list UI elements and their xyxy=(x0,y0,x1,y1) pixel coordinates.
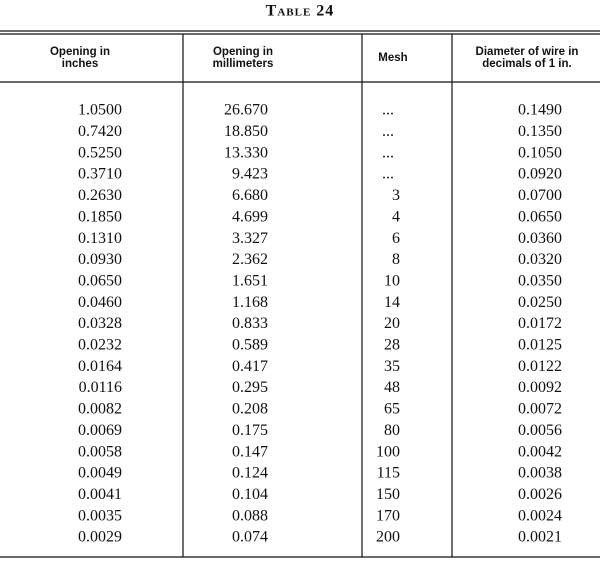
table-cell: 0.0049 xyxy=(78,465,122,482)
table-cell: 0.0125 xyxy=(518,337,562,354)
table-cell: 18.850 xyxy=(224,123,268,140)
table-cell: 0.0164 xyxy=(78,358,122,375)
table-cell: 0.0038 xyxy=(518,465,562,482)
table-cell: 8 xyxy=(392,251,400,268)
table-cell: 0.0026 xyxy=(518,486,562,503)
table-cell: 0.0021 xyxy=(518,529,562,546)
table-cell: 0.0320 xyxy=(518,251,562,268)
table-cell: 0.0024 xyxy=(518,507,562,524)
table-cell: 0.0056 xyxy=(518,422,562,439)
table-cell: 80 xyxy=(384,422,400,439)
table-cell: ... xyxy=(382,123,394,140)
table-cell: 0.2630 xyxy=(78,187,122,204)
table-cell: 0.0029 xyxy=(78,529,122,546)
column-header: Opening in xyxy=(50,46,110,58)
table-cell: 35 xyxy=(384,358,400,375)
table-cell: 65 xyxy=(384,401,400,418)
table-cell: 0.124 xyxy=(232,465,268,482)
table-cell: 0.088 xyxy=(232,507,268,524)
table-cell: 0.0650 xyxy=(518,208,562,225)
table-cell: 0.0172 xyxy=(518,315,562,332)
table-cell: 0.074 xyxy=(232,529,268,546)
table-cell: 0.0035 xyxy=(78,507,122,524)
table-cell: 0.0650 xyxy=(78,272,122,289)
table-cell: 0.0930 xyxy=(78,251,122,268)
table-cell: 20 xyxy=(384,315,400,332)
table-cell: 14 xyxy=(384,294,400,311)
table-cell: 0.0328 xyxy=(78,315,122,332)
table-cell: 115 xyxy=(377,465,400,482)
table-cell: ... xyxy=(382,144,394,161)
table-cell: 1.168 xyxy=(232,294,268,311)
table-cell: 4 xyxy=(392,208,400,225)
table-cell: 0.1350 xyxy=(518,123,562,140)
table-cell: 0.0360 xyxy=(518,230,562,247)
table-cell: 150 xyxy=(376,486,400,503)
table-cell: 13.330 xyxy=(224,144,268,161)
table-cell: 3.327 xyxy=(232,230,268,247)
column-header: millimeters xyxy=(213,58,274,70)
table-cell: 0.1050 xyxy=(518,144,562,161)
table-cell: 0.1850 xyxy=(78,208,122,225)
table-cell: 0.0232 xyxy=(78,337,122,354)
table-cell: 1.0500 xyxy=(78,102,122,119)
table-cell: 4.699 xyxy=(232,208,268,225)
table-cell: 0.5250 xyxy=(78,144,122,161)
table-cell: 0.0700 xyxy=(518,187,562,204)
table-cell: 0.0250 xyxy=(518,294,562,311)
table-cell: 6 xyxy=(392,230,400,247)
table-cell: 100 xyxy=(376,443,400,460)
table-cell: 6.680 xyxy=(232,187,268,204)
table-cell: 0.833 xyxy=(232,315,268,332)
table-cell: 0.3710 xyxy=(78,166,122,183)
table-cell: 0.0041 xyxy=(78,486,122,503)
table-cell: 0.589 xyxy=(232,337,268,354)
table-title: Table 24 xyxy=(266,3,335,20)
table-cell: 0.175 xyxy=(232,422,268,439)
table-cell: 10 xyxy=(384,272,400,289)
table-cell: 0.0072 xyxy=(518,401,562,418)
table-cell: 0.0460 xyxy=(78,294,122,311)
column-header: Mesh xyxy=(378,52,407,64)
column-header: Diameter of wire in xyxy=(476,46,579,58)
table-cell: 0.0092 xyxy=(518,379,562,396)
table-cell: 0.295 xyxy=(232,379,268,396)
table-cell: 0.0350 xyxy=(518,272,562,289)
table-cell: 48 xyxy=(384,379,400,396)
table-cell: 0.0116 xyxy=(79,379,122,396)
table-cell: 9.423 xyxy=(232,166,268,183)
table-cell: 0.0082 xyxy=(78,401,122,418)
table-cell: 0.1490 xyxy=(518,102,562,119)
table-cell: 0.0920 xyxy=(518,166,562,183)
table-cell: 0.147 xyxy=(232,443,268,460)
table-cell: 0.417 xyxy=(232,358,268,375)
table-cell: 26.670 xyxy=(224,102,268,119)
column-header: Opening in xyxy=(213,46,273,58)
column-header: inches xyxy=(62,58,98,70)
table-cell: 0.0069 xyxy=(78,422,122,439)
table-cell: 3 xyxy=(392,187,400,204)
table-cell: 200 xyxy=(376,529,400,546)
table-cell: 0.0058 xyxy=(78,443,122,460)
column-header: decimals of 1 in. xyxy=(482,58,571,70)
table-cell: 1.651 xyxy=(232,272,268,289)
table-cell: 0.104 xyxy=(232,486,268,503)
table-cell: ... xyxy=(382,102,394,119)
table-cell: 0.0122 xyxy=(518,358,562,375)
table-cell: 0.0042 xyxy=(518,443,562,460)
table-cell: 2.362 xyxy=(232,251,268,268)
table-cell: 28 xyxy=(384,337,400,354)
table-cell: 0.208 xyxy=(232,401,268,418)
table-cell: 0.1310 xyxy=(78,230,122,247)
table-cell: 0.7420 xyxy=(78,123,122,140)
table-cell: 170 xyxy=(376,507,400,524)
table-cell: ... xyxy=(382,166,394,183)
